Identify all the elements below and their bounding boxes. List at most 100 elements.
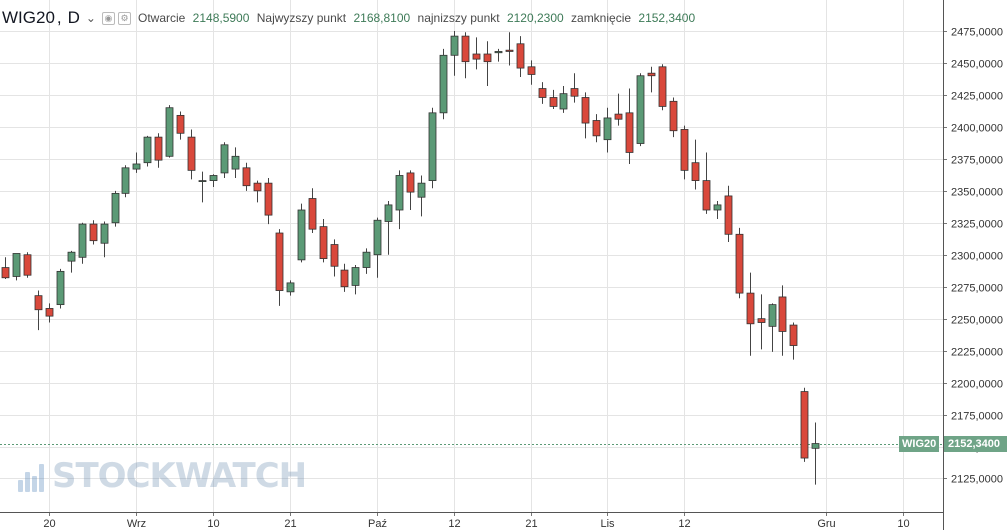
y-tick-label: 2375,0000 (951, 155, 1003, 167)
candle-body (636, 75, 645, 144)
x-tick-label: 21 (284, 518, 296, 530)
last-price-value-label: 2152,3400 (944, 436, 1007, 452)
y-tick-label: 2475,0000 (951, 27, 1003, 39)
candle-body (100, 223, 109, 244)
x-tick-label: 21 (525, 518, 537, 530)
candle-body (56, 270, 65, 306)
candle-body (549, 97, 558, 107)
candle-body (450, 35, 459, 56)
candle-body (1, 267, 10, 279)
candle-body (538, 88, 547, 98)
y-tick-label: 2225,0000 (951, 347, 1003, 359)
candle-body (417, 182, 426, 198)
x-tick-label: Paź (368, 518, 387, 530)
candle-body (187, 136, 196, 171)
y-tick-label: 2425,0000 (951, 91, 1003, 103)
candle-body (330, 244, 339, 267)
chevron-down-icon[interactable]: ⌄ (85, 11, 96, 25)
candle-body (625, 112, 634, 153)
candle-body (308, 198, 317, 230)
settings-icon[interactable]: ⚙ (117, 11, 131, 25)
candle-body (264, 182, 273, 216)
open-label: Otwarcie (137, 11, 186, 25)
candle-body (253, 182, 262, 192)
candle-body (121, 167, 130, 194)
candle-body (778, 296, 787, 332)
candle-body (319, 226, 328, 259)
candle-body (768, 304, 777, 327)
candle-body (658, 66, 667, 107)
candle-body (395, 175, 404, 211)
candle-body (12, 253, 21, 277)
candle-body (275, 232, 284, 291)
candle-body (111, 192, 120, 224)
candle-body (702, 180, 711, 211)
candle-body (811, 443, 820, 449)
watermark-text: STOCKWATCH (52, 456, 307, 496)
candle-body (669, 100, 678, 132)
candle-body (242, 167, 251, 187)
candle-body (132, 163, 141, 170)
candle-body (45, 308, 54, 317)
candles (1, 31, 820, 485)
candle-body (428, 112, 437, 181)
y-tick-label: 2350,0000 (951, 187, 1003, 199)
candle-body (757, 318, 766, 323)
y-tick-label: 2175,0000 (951, 411, 1003, 423)
last-price-symbol-label: WIG20 (899, 436, 940, 452)
y-tick-label: 2250,0000 (951, 315, 1003, 327)
candle-body (231, 155, 240, 170)
candle-body (800, 391, 809, 459)
candle-body (494, 51, 503, 54)
candle-body (559, 93, 568, 110)
x-tick-label: 12 (448, 518, 460, 530)
interval-label[interactable]: D (67, 8, 80, 27)
low-value: 2120,2300 (506, 11, 564, 25)
visibility-icon[interactable]: ◉ (101, 11, 115, 25)
candle-body (439, 54, 448, 114)
candle-body (154, 136, 163, 161)
candle-body (614, 113, 623, 120)
chart-legend: WIG20 , D ⌄ ◉ ⚙ Otwarcie 2148,5900 Najwy… (2, 7, 699, 29)
y-tick-label: 2450,0000 (951, 59, 1003, 71)
candle-body (67, 251, 76, 262)
candle-body (472, 53, 481, 60)
candle-body (570, 88, 579, 97)
candle-body (340, 269, 349, 288)
candle-body (647, 72, 656, 77)
candle-body (143, 136, 152, 164)
candle-body (516, 43, 525, 69)
y-tick-label: 2200,0000 (951, 379, 1003, 391)
candle-body (34, 295, 43, 311)
candle-body (735, 233, 744, 294)
candle-body (592, 120, 601, 137)
ohlc-values: Otwarcie 2148,5900 Najwyzszy punkt 2168,… (138, 11, 699, 25)
candle-body (351, 267, 360, 286)
high-label: Najwyzszy punkt (256, 11, 347, 25)
candle-body (220, 144, 229, 174)
candle-body (789, 324, 798, 346)
candle-body (198, 180, 207, 182)
candle-body (691, 162, 700, 181)
candle-body (680, 129, 689, 171)
symbol-label[interactable]: WIG20 (2, 8, 55, 27)
candle-body (406, 172, 415, 193)
candle-body (297, 209, 306, 261)
candle-body (603, 117, 612, 141)
open-value: 2148,5900 (192, 11, 250, 25)
candle-body (483, 53, 492, 63)
candle-body (165, 107, 174, 157)
candle-body (384, 204, 393, 222)
candle-body (362, 251, 371, 268)
y-tick-label: 2325,0000 (951, 219, 1003, 231)
x-tick-label: 10 (897, 518, 909, 530)
candle-body (176, 114, 185, 134)
watermark-logo-icon (16, 460, 48, 492)
candle-body (209, 175, 218, 181)
x-tick-label: 12 (678, 518, 690, 530)
candle-body (89, 223, 98, 242)
y-tick-label: 2275,0000 (951, 283, 1003, 295)
symbol-separator: , (56, 8, 62, 27)
